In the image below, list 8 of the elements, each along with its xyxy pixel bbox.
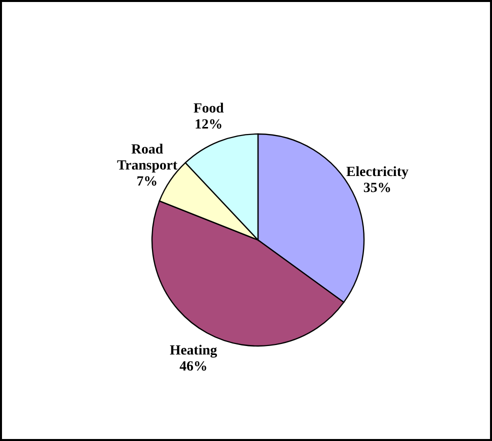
slice-label: Electricity xyxy=(346,165,408,180)
slice-label: Road Transport xyxy=(116,142,178,174)
slice-label: Heating xyxy=(170,343,218,358)
data-label: 12% xyxy=(194,117,223,132)
slice-label: Food xyxy=(194,101,224,116)
data-label: 46% xyxy=(179,359,208,374)
data-label: 35% xyxy=(363,181,392,196)
data-label: 7% xyxy=(136,174,158,190)
